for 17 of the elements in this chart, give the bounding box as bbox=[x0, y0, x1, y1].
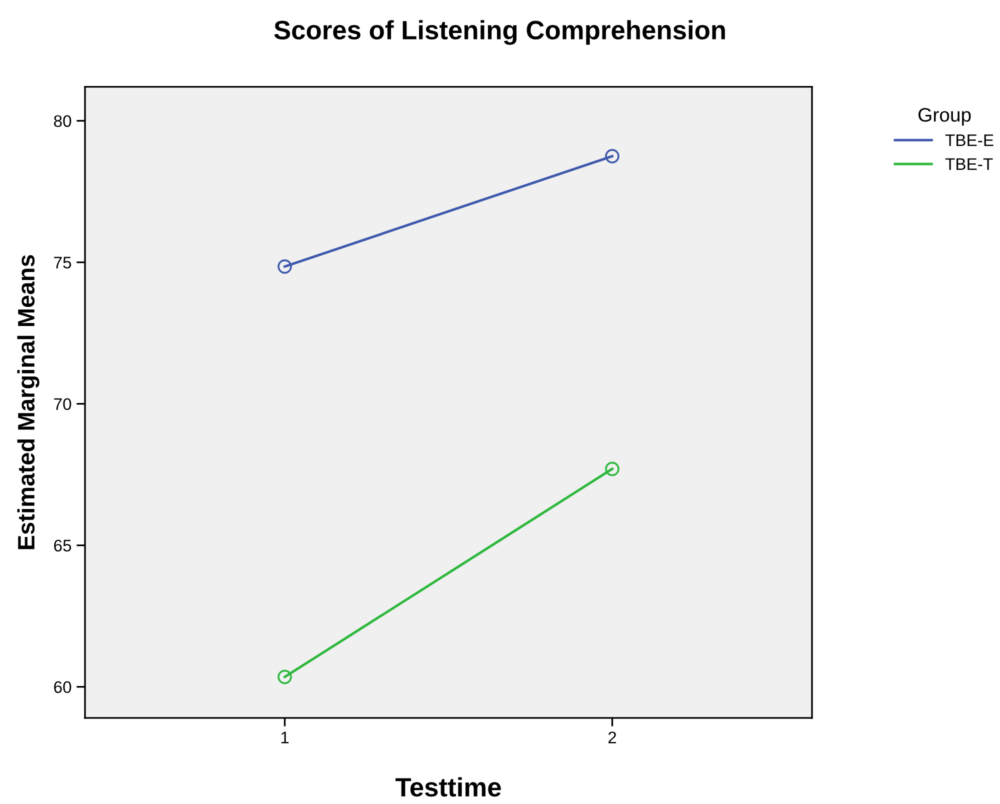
point bbox=[278, 259, 292, 274]
legend-label: TBE-E bbox=[945, 134, 994, 146]
x-tick-label: 1 bbox=[281, 732, 289, 744]
point bbox=[605, 462, 620, 476]
legend-title: Group bbox=[918, 108, 971, 126]
x-axis-title: Testtime bbox=[396, 777, 501, 797]
y-tick-label: 80 bbox=[54, 115, 72, 127]
legend-label: TBE-T bbox=[945, 158, 993, 170]
x-tick-label: 2 bbox=[608, 732, 616, 744]
point bbox=[605, 149, 620, 164]
y-tick-label: 65 bbox=[54, 540, 72, 552]
point bbox=[278, 670, 292, 684]
y-tick-label: 70 bbox=[54, 398, 72, 410]
chart-title: Scores of Listening Comprehension bbox=[274, 20, 725, 45]
y-axis-title: Estimated Marginal Means bbox=[17, 255, 40, 550]
y-tick-label: 60 bbox=[54, 681, 72, 694]
y-tick-label: 75 bbox=[54, 256, 72, 269]
